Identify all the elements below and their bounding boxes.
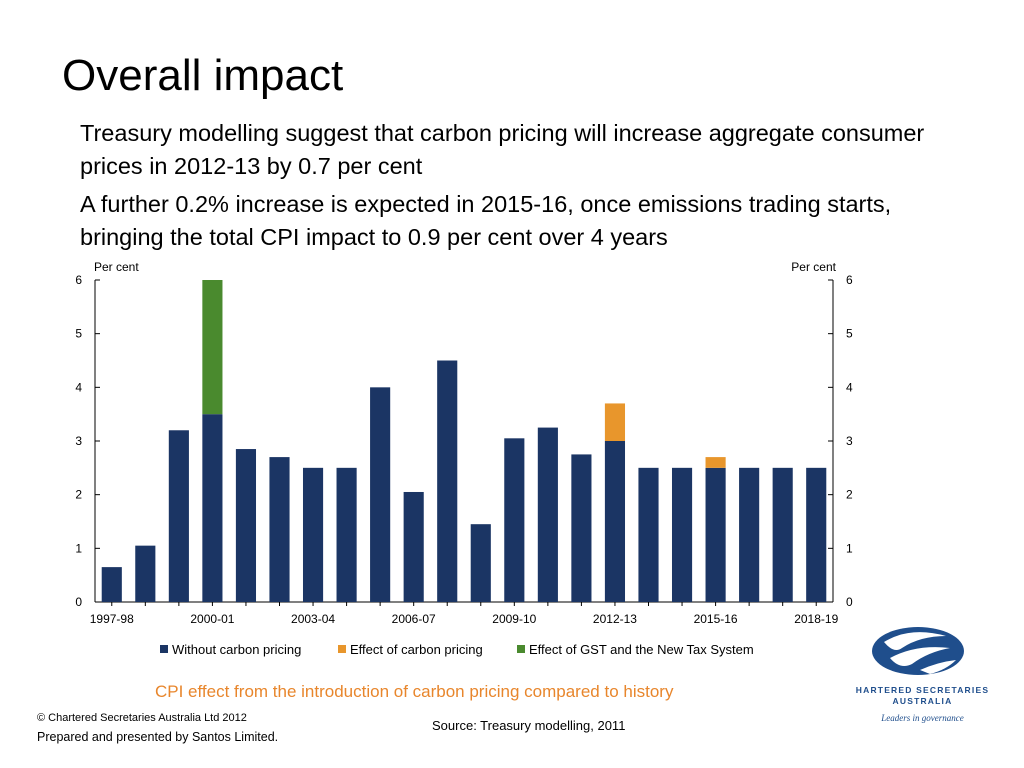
bar-2014-15-series-0 — [671, 467, 693, 602]
bar-2000-01-series-2 — [202, 280, 223, 415]
legend-label: Effect of carbon pricing — [350, 642, 483, 657]
bar-2015-16-series-1 — [705, 457, 726, 468]
bar-2016-17-series-0 — [739, 467, 760, 602]
y-tick-label-right: 6 — [846, 273, 853, 287]
bar-1999-00-series-0 — [168, 430, 189, 602]
y-axis-label-right: Per cent — [791, 260, 836, 274]
bar-2008-09-series-0 — [470, 524, 491, 602]
bar-1997-98-series-0 — [101, 567, 122, 602]
bar-2013-14-series-0 — [638, 467, 659, 602]
copyright-notice: © Chartered Secretaries Australia Ltd 20… — [37, 712, 247, 724]
prepared-by-note: Prepared and presented by Santos Limited… — [37, 730, 279, 744]
logo-name-line2: AUSTRALIA — [892, 696, 953, 706]
y-tick-label-right: 1 — [846, 541, 853, 555]
x-tick-label: 2018-19 — [794, 612, 838, 626]
x-tick-label: 2015-16 — [694, 612, 738, 626]
source-note: Source: Treasury modelling, 2011 — [432, 718, 626, 733]
bar-2004-05-series-0 — [336, 467, 357, 602]
bar-2003-04-series-0 — [302, 467, 324, 602]
legend-swatch — [517, 645, 525, 653]
bar-2012-13-series-0 — [604, 441, 626, 602]
slide-title: Overall impact — [62, 51, 344, 100]
y-tick-label-left: 2 — [75, 488, 82, 502]
legend-label: Effect of GST and the New Tax System — [529, 642, 754, 657]
bar-1998-99-series-0 — [135, 545, 156, 602]
bar-2000-01-series-0 — [202, 414, 223, 602]
legend-label: Without carbon pricing — [172, 642, 301, 657]
chart-caption: CPI effect from the introduction of carb… — [155, 682, 674, 701]
bar-2006-07-series-0 — [403, 491, 424, 602]
bar-2007-08-series-0 — [437, 360, 458, 602]
x-tick-label: 2000-01 — [190, 612, 234, 626]
cpi-bar-chart: 0 0 1 1 2 2 3 3 4 4 5 5 6 6 Per cent Per cent 1997-98 200… — [75, 260, 853, 657]
y-tick-label-right: 2 — [846, 488, 853, 502]
logo-tagline: Leaders in governance — [881, 713, 964, 723]
body-paragraph-2: A further 0.2% increase is expected in 2… — [80, 191, 892, 250]
organization-logo: HARTERED SECRETARIES AUSTRALIA Leaders i… — [850, 622, 995, 732]
y-tick-label-left: 1 — [75, 541, 82, 555]
y-tick-label-right: 0 — [846, 595, 853, 609]
y-tick-label-left: 6 — [75, 273, 82, 287]
y-tick-label-right: 5 — [846, 327, 853, 341]
legend-swatch — [338, 645, 346, 653]
bar-2010-11-series-0 — [537, 427, 558, 602]
swirl-globe-icon — [872, 627, 964, 675]
x-tick-label: 2009-10 — [492, 612, 536, 626]
x-tick-label: 1997-98 — [90, 612, 134, 626]
y-tick-label-right: 3 — [846, 434, 853, 448]
x-tick-label: 2006-07 — [392, 612, 436, 626]
y-tick-label-left: 3 — [75, 434, 82, 448]
bar-2017-18-series-0 — [772, 467, 793, 602]
bar-2005-06-series-0 — [370, 387, 391, 602]
y-tick-label-left: 0 — [75, 595, 82, 609]
logo-wordmark: HARTERED SECRETARIES AUSTRALIA — [850, 685, 995, 707]
bar-2015-16-series-0 — [705, 467, 726, 602]
y-tick-label-left: 4 — [75, 380, 82, 394]
y-tick-label-right: 4 — [846, 380, 853, 394]
bar-2009-10-series-0 — [504, 438, 525, 602]
bar-2002-03-series-0 — [269, 457, 290, 602]
y-axis-label-left: Per cent — [94, 260, 139, 274]
x-tick-label: 2003-04 — [291, 612, 335, 626]
bar-2012-13-series-1 — [604, 403, 626, 441]
y-tick-label-left: 5 — [75, 327, 82, 341]
legend-swatch — [160, 645, 168, 653]
x-tick-label: 2012-13 — [593, 612, 637, 626]
bar-2011-12-series-0 — [571, 454, 592, 602]
logo-name-line1: HARTERED SECRETARIES — [855, 685, 990, 695]
bar-2001-02-series-0 — [235, 449, 257, 602]
bar-2018-19-series-0 — [806, 467, 827, 602]
body-paragraph-1: Treasury modelling suggest that carbon p… — [80, 120, 925, 179]
